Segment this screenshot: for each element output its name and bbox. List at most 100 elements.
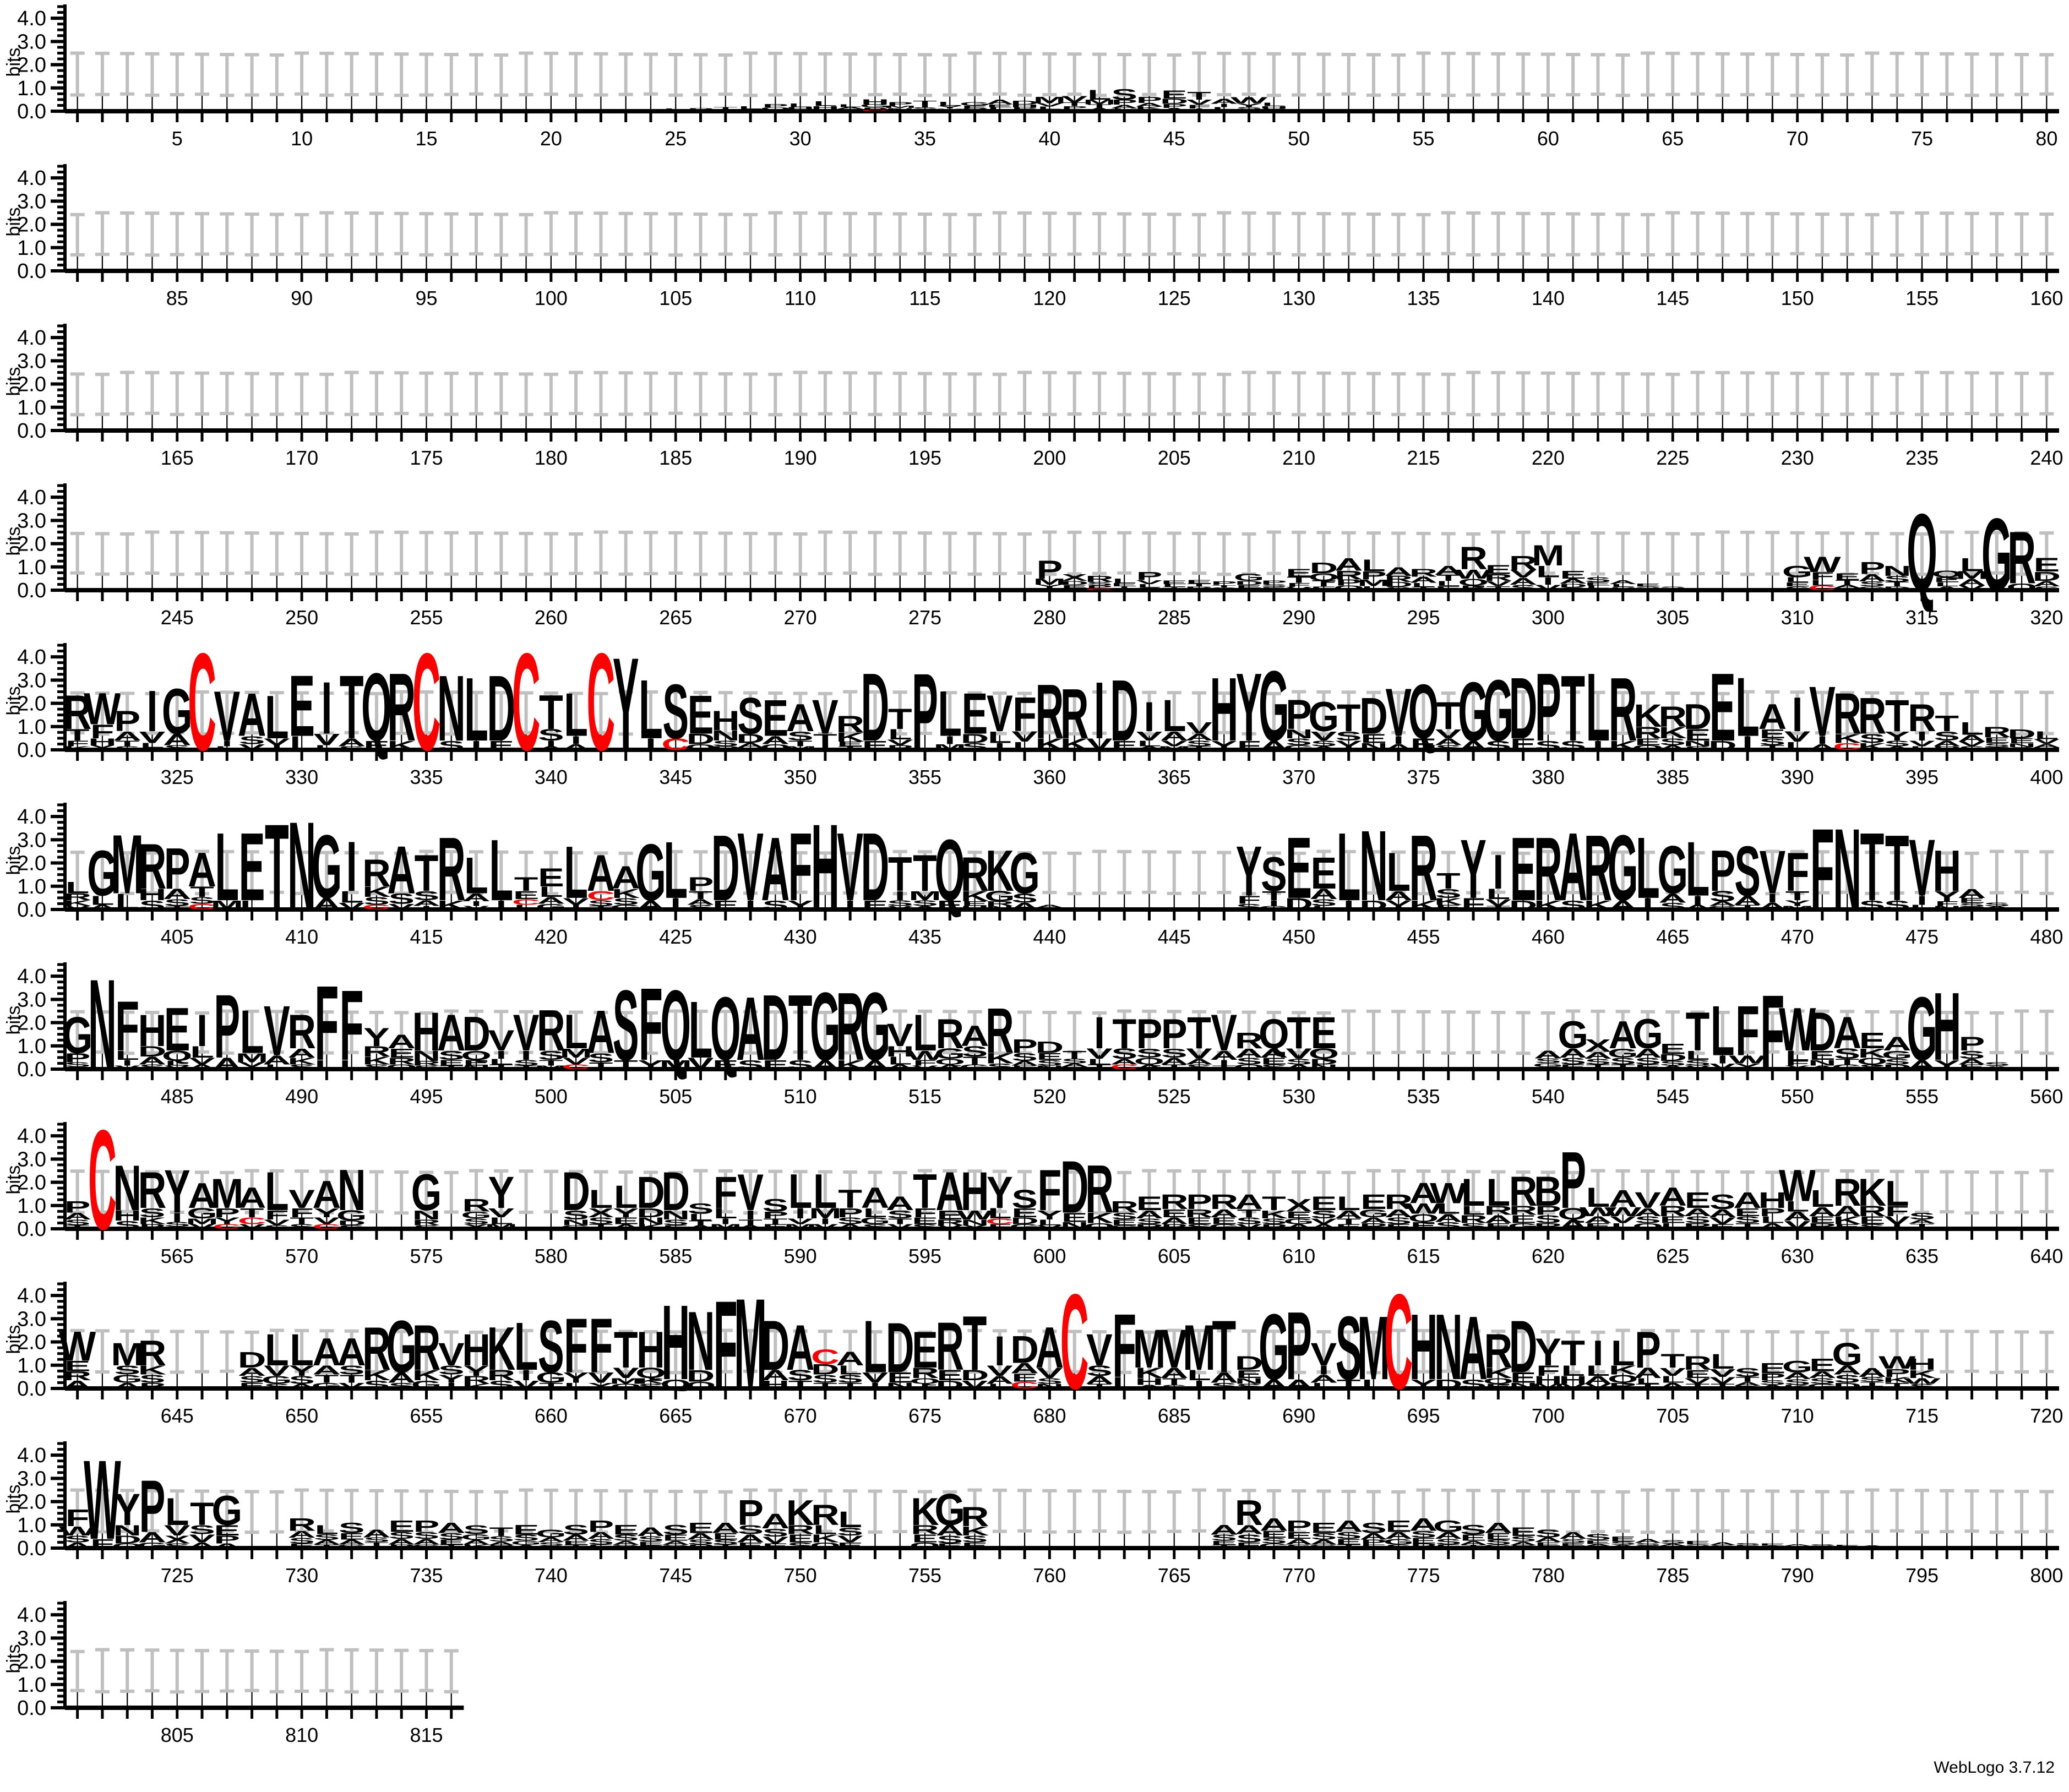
logo-letter: S xyxy=(538,1305,564,1388)
y-tick-label: 1.0 xyxy=(17,556,46,579)
y-tick-label: 1.0 xyxy=(17,237,46,260)
logo-letter: L xyxy=(564,830,588,913)
logo-letter: D xyxy=(1684,697,1712,737)
logo-letter: P xyxy=(1859,558,1886,578)
logo-letter: L xyxy=(1885,1174,1909,1213)
x-tick-label: 40 xyxy=(1038,127,1060,150)
x-tick-label: 5 xyxy=(172,127,183,150)
logo-letter: D xyxy=(861,813,890,921)
x-tick-label: 405 xyxy=(161,925,194,948)
logo-letter: E xyxy=(1161,580,1188,585)
x-tick-label: 560 xyxy=(2030,1085,2063,1108)
x-tick-label: 500 xyxy=(535,1085,568,1108)
logo-letter: Q xyxy=(1907,491,1937,614)
x-tick-label: 250 xyxy=(285,606,318,629)
x-tick-label: 505 xyxy=(659,1085,692,1108)
logo-letter: E xyxy=(1635,583,1661,587)
y-tick-label: 4.0 xyxy=(17,167,46,190)
logo-letter: L xyxy=(663,108,688,111)
logo-letter: A xyxy=(587,844,616,902)
logo-row-8: bits0.01.02.03.04.0TSAPCSHNPKSR565MSIYVM… xyxy=(3,1101,2063,1267)
x-tick-label: 300 xyxy=(1532,606,1565,629)
logo-letter: T xyxy=(913,1164,937,1218)
y-tick-label: 0.0 xyxy=(17,100,46,123)
logo-letter: T xyxy=(514,873,538,895)
y-tick-label: 3.0 xyxy=(17,509,46,532)
logo-letter: P xyxy=(912,650,938,774)
logo-letter: S xyxy=(662,668,689,755)
logo-letter: E xyxy=(1485,563,1511,577)
y-tick-label: 3.0 xyxy=(17,1148,46,1171)
x-tick-label: 370 xyxy=(1282,766,1315,788)
logo-letter: F xyxy=(115,987,139,1066)
logo-letter: A xyxy=(1036,904,1064,908)
logo-letter: V xyxy=(987,684,1013,743)
logo-letter: P xyxy=(1959,1033,1985,1054)
logo-letter: N xyxy=(113,1152,141,1224)
logo-row-7: bits0.01.02.03.04.0ASPGNVILFSADH485VLQEA… xyxy=(3,952,2063,1108)
y-tick-label: 0.0 xyxy=(17,260,46,283)
x-tick-label: 295 xyxy=(1407,606,1440,629)
logo-letter: D xyxy=(1060,1145,1089,1228)
y-tick-label: 4.0 xyxy=(17,486,46,509)
logo-letter: C xyxy=(88,1101,117,1260)
logo-letter: G xyxy=(312,816,342,917)
x-tick-label: 285 xyxy=(1158,606,1191,629)
logo-letter: V xyxy=(438,1336,465,1372)
logo-letter: P xyxy=(1136,1010,1163,1058)
logo-letter: I xyxy=(1792,687,1803,742)
logo-letter: G xyxy=(1657,832,1688,908)
logo-letter: A xyxy=(313,1331,341,1374)
logo-letter: P xyxy=(64,1198,91,1216)
x-tick-label: 385 xyxy=(1656,766,1689,788)
logo-letter: T xyxy=(415,844,439,902)
logo-letter: D xyxy=(462,1006,491,1061)
logo-row-9: bits0.01.02.03.04.0AREWAGSMPSKR645ESADSG… xyxy=(3,1267,2063,1427)
logo-letter: S xyxy=(613,970,639,1082)
x-tick-label: 470 xyxy=(1781,925,1814,948)
logo-letter: S xyxy=(1709,1190,1736,1214)
logo-letter: R xyxy=(362,852,391,895)
logo-letter: D xyxy=(1036,1038,1064,1056)
logo-letter: L xyxy=(813,1164,837,1218)
x-tick-label: 65 xyxy=(1662,127,1684,150)
logo-letter: I xyxy=(1493,845,1504,899)
logo-letter: A xyxy=(238,680,266,749)
y-tick-label: 4.0 xyxy=(17,326,46,350)
logo-letter: T xyxy=(1287,1007,1311,1058)
logo-letter: H xyxy=(1210,658,1238,760)
x-tick-label: 190 xyxy=(784,446,817,469)
logo-letter: R xyxy=(1983,724,2011,740)
logo-letter: A xyxy=(337,1331,366,1374)
logo-letter: S xyxy=(762,1195,788,1215)
logo-letter: S xyxy=(413,110,440,111)
logo-letter: F xyxy=(1810,805,1834,935)
logo-letter: E xyxy=(538,863,564,892)
logo-letter: L xyxy=(639,663,663,756)
logo-letter: S xyxy=(1011,1184,1038,1213)
logo-letter: N xyxy=(337,1158,366,1223)
logo-letter: R xyxy=(1833,682,1861,747)
logo-letter: T xyxy=(888,703,912,736)
logo-letter: D xyxy=(562,1161,590,1222)
x-tick-label: 105 xyxy=(659,287,692,309)
y-tick-label: 2.0 xyxy=(17,1331,46,1354)
logo-letter: R xyxy=(138,1161,167,1219)
logo-letter: H xyxy=(861,98,890,106)
logo-letter: L xyxy=(913,1004,937,1062)
logo-letter: A xyxy=(786,697,815,740)
logo-letter: E xyxy=(1859,1028,1886,1053)
x-tick-label: 495 xyxy=(410,1085,443,1108)
logo-letter: L xyxy=(689,985,713,1075)
logo-letter: A xyxy=(387,1031,416,1052)
y-tick-label: 2.0 xyxy=(17,1012,46,1035)
logo-letter: R xyxy=(1110,1198,1139,1216)
logo-letter: L xyxy=(1960,554,1984,575)
logo-letter: T xyxy=(265,799,289,936)
logo-letter: V xyxy=(887,1017,913,1053)
logo-letter: T xyxy=(1436,868,1461,894)
logo-letter: L xyxy=(489,822,513,919)
logo-letter: L xyxy=(464,658,488,760)
y-tick-label: 4.0 xyxy=(17,1284,46,1308)
